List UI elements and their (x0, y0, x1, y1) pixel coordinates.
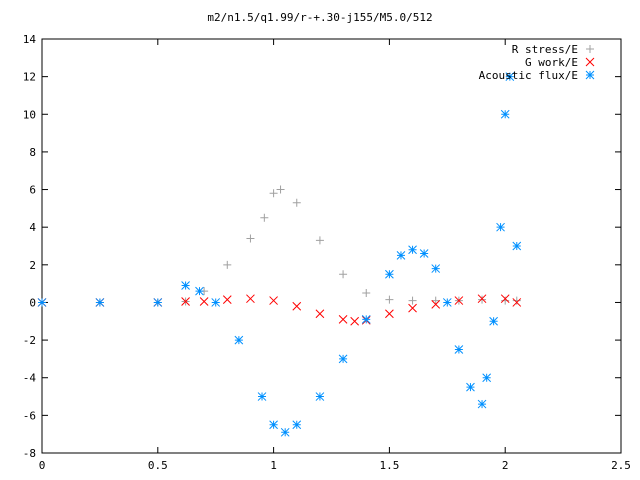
data-point (280, 427, 290, 437)
data-point (431, 296, 440, 305)
y-tick-label: 0 (29, 296, 36, 309)
data-point (361, 315, 371, 324)
data-point (408, 245, 417, 255)
y-tick-label: 14 (23, 33, 37, 46)
data-point (269, 189, 278, 198)
data-point (222, 295, 232, 304)
data-point (339, 270, 348, 279)
data-point (199, 297, 209, 306)
y-tick-label: 12 (23, 71, 36, 84)
data-points (37, 72, 522, 437)
data-point (362, 289, 371, 298)
x-tick-label: 2.5 (611, 459, 631, 472)
x-tick-label: 2 (502, 459, 509, 472)
plot-frame (41, 38, 622, 454)
y-tick-label: 6 (29, 184, 36, 197)
series-0 (38, 185, 521, 307)
data-point (269, 420, 278, 430)
data-point (501, 296, 510, 305)
y-tick-label: 2 (29, 259, 36, 272)
data-point (292, 420, 302, 430)
data-point (153, 298, 163, 307)
y-tick-label: -4 (23, 372, 37, 385)
plot-border (41, 38, 622, 454)
data-point (442, 298, 452, 307)
legend-label: G work/E (525, 56, 578, 69)
data-point (37, 298, 47, 307)
data-point (489, 316, 498, 326)
data-point (223, 260, 232, 269)
x-tick-label: 0.5 (148, 459, 168, 472)
y-tick-label: -6 (23, 409, 36, 422)
data-point (419, 249, 429, 258)
data-point (292, 301, 302, 311)
y-tick-label: 10 (23, 108, 36, 121)
data-point (466, 382, 475, 392)
data-point (385, 295, 394, 304)
legend-marker (586, 45, 594, 53)
data-point (385, 269, 394, 279)
legend-marker (585, 57, 595, 67)
data-point (408, 296, 417, 305)
data-point (315, 309, 325, 319)
data-point (95, 298, 105, 307)
data-point (396, 251, 406, 260)
data-point (477, 399, 487, 409)
data-point (512, 241, 522, 251)
data-point (181, 297, 190, 306)
data-point (482, 373, 492, 383)
data-point (211, 298, 221, 307)
series-1 (37, 294, 522, 326)
axis-ticks: 0 0.5 1 1.5 2 2.5 -8 -6 -4 -2 0 2 4 6 8 10 12 14 (23, 33, 631, 472)
series-2 (37, 72, 522, 437)
y-tick-label: 4 (29, 221, 36, 234)
y-tick-label: -8 (23, 447, 36, 460)
data-point (385, 309, 394, 319)
data-point (292, 198, 301, 207)
data-point (269, 296, 278, 305)
data-point (500, 294, 510, 304)
data-point (260, 213, 269, 222)
data-point (246, 294, 255, 304)
data-point (276, 185, 285, 194)
legend-label: R stress/E (512, 43, 578, 56)
data-point (195, 286, 204, 296)
data-point (338, 354, 348, 364)
data-point (477, 294, 487, 304)
data-point (454, 296, 464, 305)
data-point (350, 316, 360, 326)
data-point (512, 298, 522, 307)
data-point (496, 222, 505, 232)
data-point (478, 295, 487, 304)
data-point (246, 234, 255, 243)
x-tick-label: 1.5 (379, 459, 399, 472)
data-point (181, 281, 190, 290)
y-tick-label: 8 (29, 146, 36, 159)
y-tick-label: -2 (23, 334, 36, 347)
data-point (454, 345, 464, 354)
data-point (500, 109, 510, 119)
x-tick-label: 1 (270, 459, 277, 472)
data-point (512, 296, 521, 305)
x-tick-label: 0 (39, 459, 46, 472)
data-point (315, 236, 324, 245)
legend-label: Acoustic flux/E (479, 69, 578, 82)
legend-marker (585, 70, 595, 80)
data-point (257, 392, 267, 401)
data-point (431, 299, 441, 309)
chart-title: m2/n1.5/q1.99/r-+.30-j155/M5.0/512 (207, 11, 432, 24)
data-point (315, 392, 325, 401)
data-point (505, 72, 515, 81)
data-point (234, 335, 244, 345)
data-point (408, 303, 417, 313)
data-point (431, 264, 441, 273)
data-point (338, 315, 348, 324)
